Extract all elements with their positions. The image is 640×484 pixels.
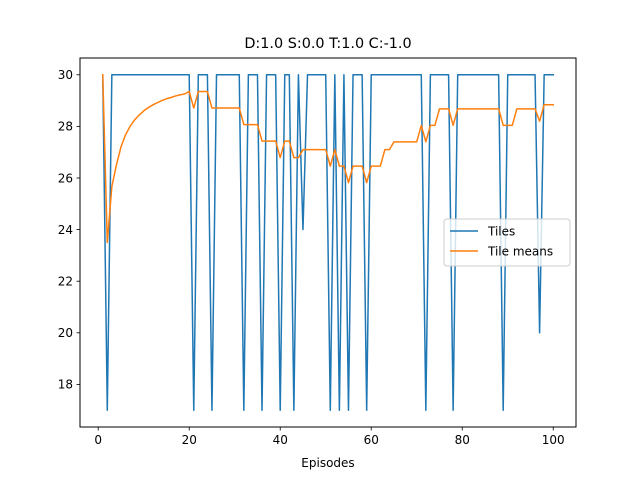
y-tick-label: 28 [58, 120, 73, 134]
y-axis: 18 20 22 24 26 28 30 [58, 68, 80, 392]
x-axis: 0 20 40 60 80 100 [94, 427, 565, 447]
x-tick-label: 60 [364, 433, 379, 447]
legend: Tiles Tile means [443, 218, 571, 267]
chart-title: D:1.0 S:0.0 T:1.0 C:-1.0 [244, 36, 411, 52]
series-line-tiles [101, 74, 554, 411]
y-tick-label: 24 [58, 223, 73, 237]
y-tick-label: 20 [58, 326, 73, 340]
x-tick-label: 100 [542, 433, 565, 447]
x-tick-label: 20 [182, 433, 197, 447]
y-tick-label: 30 [58, 68, 73, 82]
axes-frame [79, 57, 577, 428]
legend-label: Tile means [487, 244, 553, 258]
plot-area [101, 73, 554, 411]
x-axis-label: Episodes [301, 456, 354, 470]
y-tick-label: 26 [58, 171, 73, 185]
x-tick-label: 40 [273, 433, 288, 447]
series-line-tile-means [101, 73, 554, 244]
y-tick-label: 22 [58, 275, 73, 289]
y-tick-label: 18 [58, 378, 73, 392]
x-tick-label: 80 [455, 433, 470, 447]
legend-label: Tiles [487, 224, 515, 238]
x-tick-label: 0 [94, 433, 102, 447]
